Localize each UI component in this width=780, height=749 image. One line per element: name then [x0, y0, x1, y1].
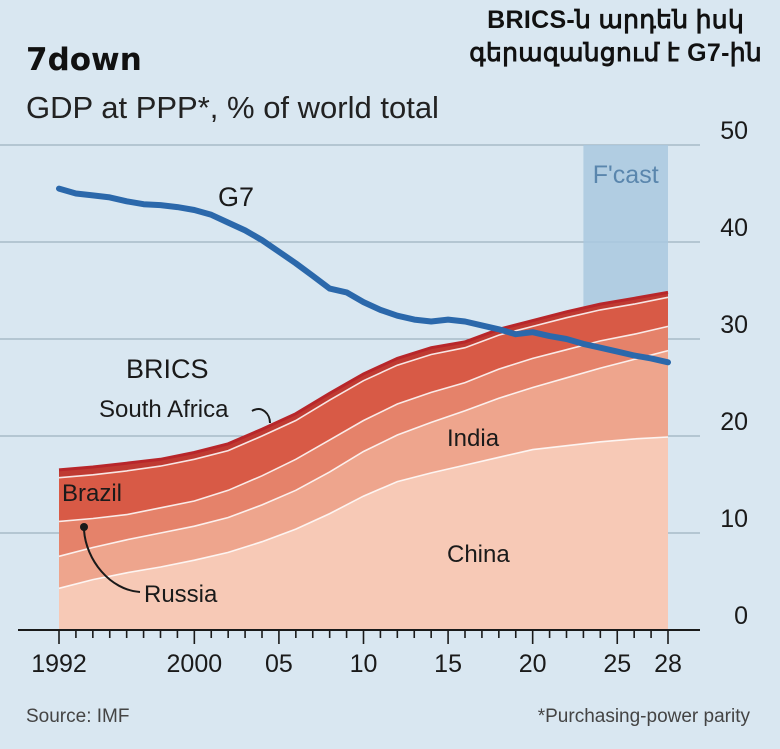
boundary-china	[58, 436, 669, 590]
source-note: Source: IMF	[26, 706, 130, 727]
x-tick-label-2000: 2000	[167, 650, 223, 678]
corner-title-line-2: գերազանցում է G7-ին	[469, 39, 762, 67]
boundary-russia	[58, 325, 669, 523]
south-africa-leader	[251, 408, 271, 424]
forecast-label: F'cast	[593, 161, 659, 189]
label-india: India	[447, 425, 500, 452]
x-tick-labels: 1992 2000 05 10 15 20 25 28	[31, 650, 682, 678]
area-india	[59, 350, 668, 589]
y-tick-label-10: 10	[720, 505, 748, 533]
footnote: *Purchasing-power parity	[537, 706, 750, 727]
russia-leader	[83, 529, 141, 593]
area-brazil	[59, 297, 668, 522]
x-axis	[18, 629, 700, 644]
x-tick-label-2005: 05	[265, 650, 293, 678]
label-russia: Russia	[144, 581, 218, 608]
label-south-africa: South Africa	[99, 396, 229, 423]
g7-line-group	[56, 185, 671, 366]
boundary-brazil	[58, 296, 669, 479]
x-tick-label-2015: 15	[434, 650, 462, 678]
chart-title: 7down	[26, 42, 142, 78]
x-tick-label-2028: 28	[654, 650, 682, 678]
stacked-areas	[59, 292, 668, 630]
label-china: China	[447, 541, 510, 568]
boundary-south-africa	[58, 290, 669, 472]
y-tick-label-40: 40	[720, 214, 748, 242]
y-tick-label-30: 30	[720, 311, 748, 339]
line-g7	[56, 185, 671, 366]
x-tick-label-2025: 25	[603, 650, 631, 678]
corner-title-line-1: BRICS-ն արդեն իսկ	[487, 6, 745, 34]
x-tick-label-2010: 10	[350, 650, 378, 678]
y-tick-label-0: 0	[734, 602, 748, 630]
area-boundaries	[58, 290, 669, 590]
y-tick-label-20: 20	[720, 408, 748, 436]
label-brics: BRICS	[126, 354, 209, 384]
chart-subtitle: GDP at PPP*, % of world total	[26, 90, 439, 125]
corner-title: BRICS-ն արդեն իսկ գերազանցում է G7-ին	[469, 4, 762, 70]
area-china	[59, 437, 668, 630]
boundary-india	[58, 349, 669, 558]
label-g7: G7	[218, 182, 254, 212]
y-tick-labels: 0 10 20 30 40 50	[720, 117, 748, 630]
y-tick-label-50: 50	[720, 117, 748, 145]
russia-marker	[80, 523, 88, 531]
x-tick-label-1992: 1992	[31, 650, 87, 678]
label-brazil: Brazil	[62, 480, 122, 507]
area-russia	[59, 326, 668, 557]
x-tick-label-2020: 20	[519, 650, 547, 678]
